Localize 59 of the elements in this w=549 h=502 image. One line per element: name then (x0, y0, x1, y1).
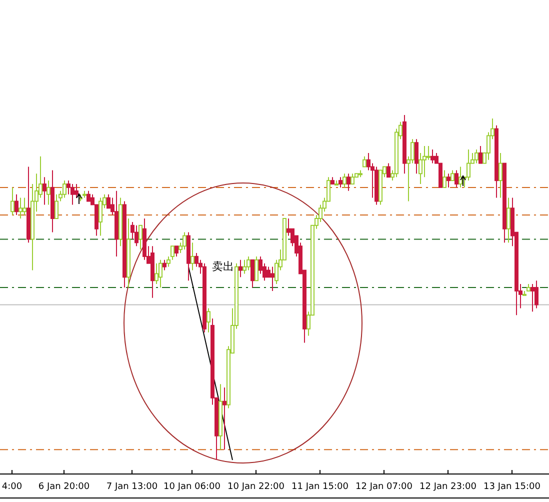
x-tick-label: 10 Jan 22:00 (228, 482, 285, 492)
candlestick (98, 197, 102, 236)
candlestick (442, 170, 446, 188)
candlestick (154, 262, 158, 285)
candlestick (338, 176, 342, 188)
annotation: 卖出 (212, 260, 234, 273)
candlestick (14, 194, 18, 216)
candlestick (478, 146, 482, 164)
candlestick (182, 232, 186, 250)
candlestick (346, 173, 350, 192)
candlestick (350, 173, 354, 184)
candlestick (70, 184, 74, 206)
candlestick (466, 149, 470, 182)
candlestick (530, 284, 534, 312)
x-tick-label: 12 Jan 23:00 (420, 482, 477, 492)
candlestick (190, 242, 194, 271)
candlestick (54, 194, 58, 219)
candlestick (42, 176, 46, 206)
candlestick (362, 156, 366, 168)
x-tick-label: 12 Jan 07:00 (356, 482, 413, 492)
candlestick (158, 259, 162, 288)
candlestick (10, 186, 14, 216)
candlestick (62, 180, 66, 198)
candlestick (342, 173, 346, 188)
candlestick (474, 149, 478, 164)
candlestick (222, 387, 226, 450)
candlestick (254, 256, 258, 282)
candlestick (270, 266, 274, 292)
candlestick (46, 180, 50, 206)
x-tick-label: 7 Jan 13:00 (106, 482, 158, 492)
candlestick (506, 197, 510, 244)
candlestick (206, 308, 210, 333)
x-tick-label: 10 Jan 06:00 (164, 482, 221, 492)
candlestick (534, 280, 538, 309)
candlestick (246, 256, 250, 271)
candlestick (386, 162, 390, 178)
candlestick (426, 146, 430, 160)
candlestick (498, 152, 502, 198)
candlestick (86, 190, 90, 202)
x-tick-label: 4:00 (2, 482, 22, 492)
x-tick-label: 6 Jan 20:00 (38, 482, 90, 492)
candlestick (74, 184, 78, 198)
candlestick (250, 259, 254, 288)
candlestick (18, 197, 22, 219)
candlestick (454, 170, 458, 188)
candlestick (238, 259, 242, 278)
candlestick (138, 224, 142, 250)
candlestick (458, 166, 462, 188)
candlestick (450, 170, 454, 182)
candlestick (22, 197, 26, 216)
x-tick-label: 11 Jan 15:00 (292, 482, 349, 492)
candlestick (162, 259, 166, 271)
candlestick (134, 224, 138, 247)
candlestick (174, 246, 178, 257)
candlestick (414, 138, 418, 174)
x-tick-label: 13 Jan 15:00 (484, 482, 541, 492)
candlestick (242, 259, 246, 274)
candlestick (430, 149, 434, 164)
candlestick (446, 173, 450, 188)
